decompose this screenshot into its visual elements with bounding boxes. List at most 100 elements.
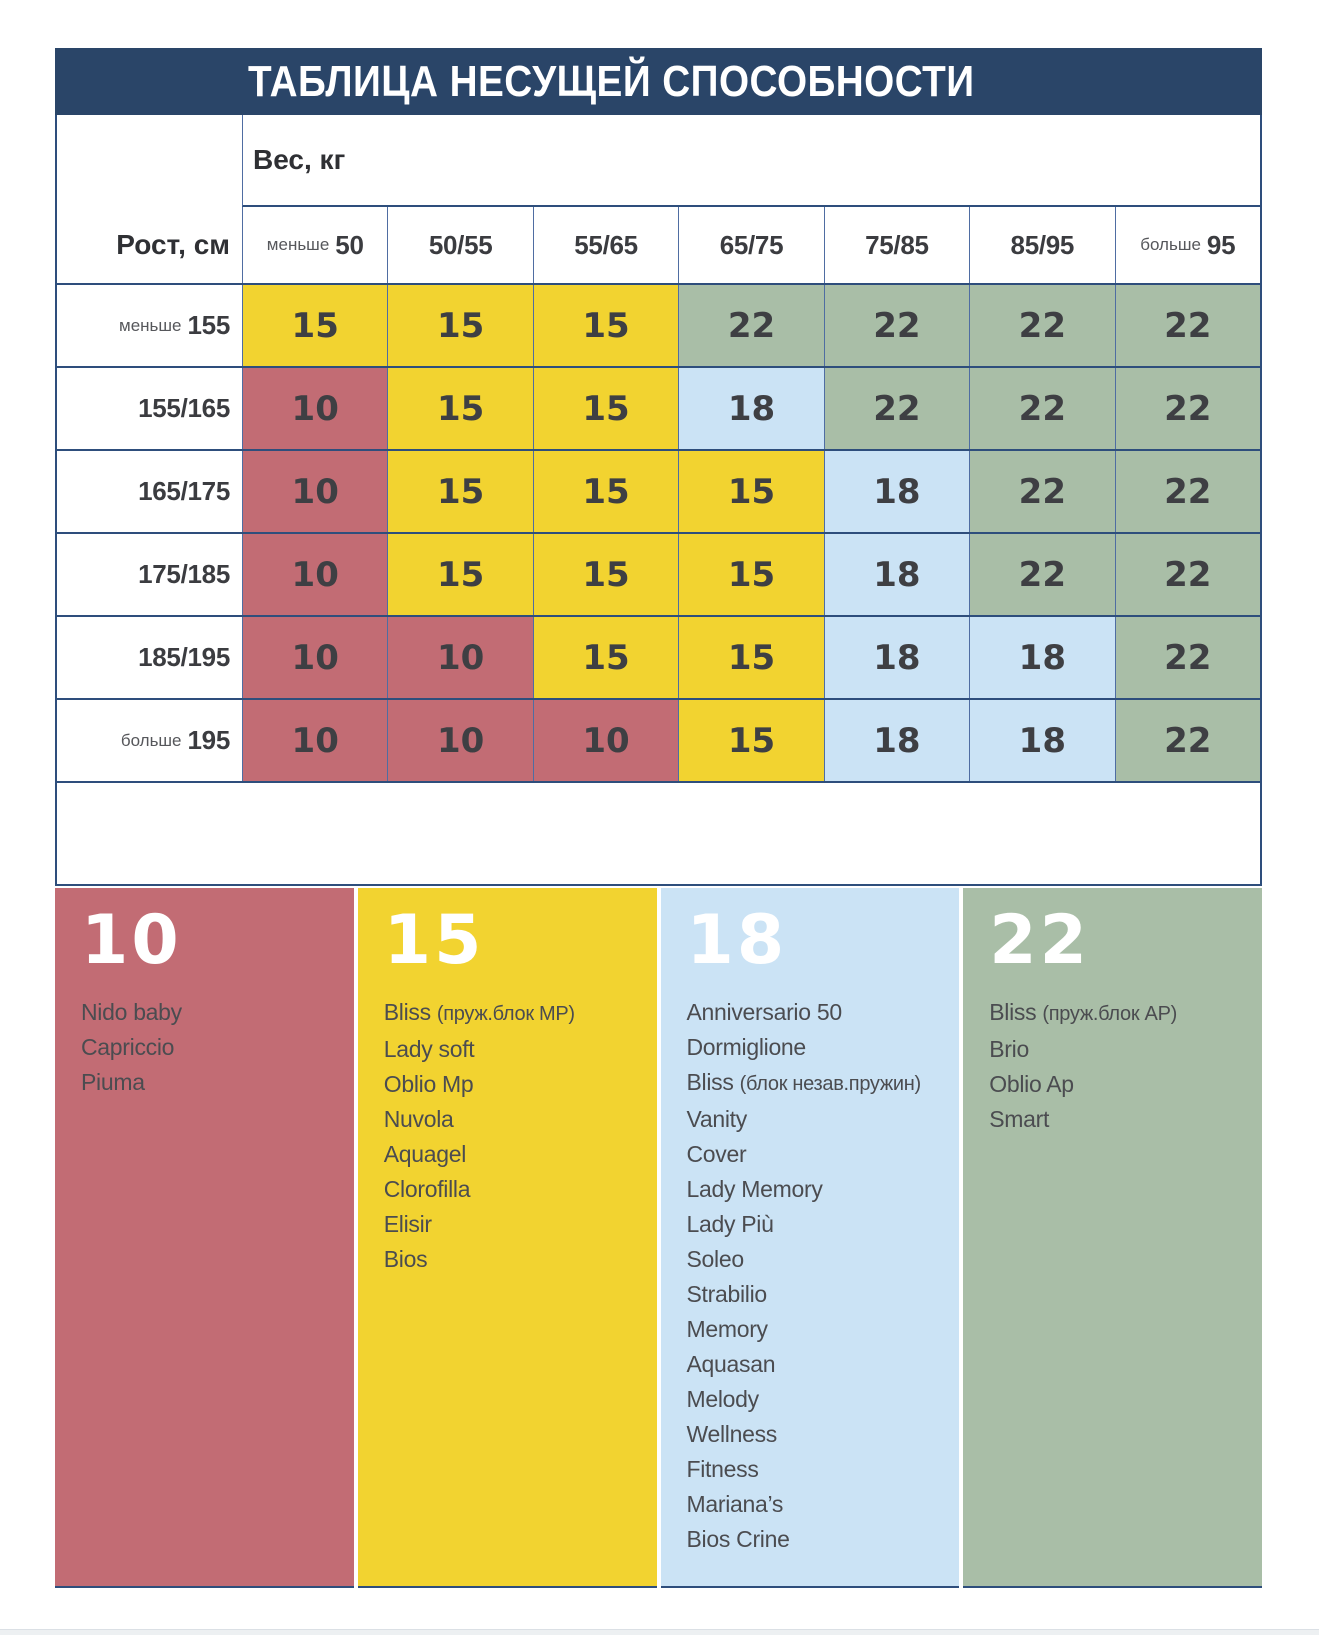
range-value: 155/165 xyxy=(138,393,230,423)
legend-item: Capriccio xyxy=(81,1033,175,1060)
legend-item: Aquasan xyxy=(686,1350,776,1377)
table-row: меньше 155 15 15 15 22 22 22 22 xyxy=(57,285,1260,368)
legend-item: Melody xyxy=(686,1385,760,1412)
column-header: 50/55 xyxy=(387,207,532,283)
capacity-cell: 18 xyxy=(823,617,970,698)
capacity-cell: 15 xyxy=(242,285,388,366)
empty-spacer-band xyxy=(57,783,1260,886)
capacity-cell: 22 xyxy=(1114,285,1260,366)
legend-item: Strabilio xyxy=(686,1280,768,1307)
legend-value: 18 xyxy=(686,901,788,980)
legend-column: 15 Bliss (пруж.блок MP) Lady soft Oblio Mp N… xyxy=(357,888,657,1588)
legend-item: Lady Più xyxy=(686,1210,774,1237)
legend-value: 15 xyxy=(383,901,485,980)
legend-item: Clorofilla xyxy=(383,1175,471,1202)
range-value: 55/65 xyxy=(574,229,638,260)
legend-item: Nuvola xyxy=(383,1105,454,1132)
capacity-cell: 10 xyxy=(242,700,388,781)
range-value: 195 xyxy=(187,725,231,755)
capacity-cell: 22 xyxy=(823,368,970,449)
row-label: меньше 155 xyxy=(57,285,242,366)
weight-axis-cell: Вес, кг xyxy=(242,115,1260,207)
range-value: 65/75 xyxy=(719,229,784,260)
legend-item: Mariana’s xyxy=(686,1490,784,1517)
legend-item: Bliss (блок незав.пружин) xyxy=(686,1068,922,1095)
table-row: 185/195 10 10 15 15 18 18 22 xyxy=(57,617,1260,700)
row-label: 185/195 xyxy=(57,617,242,698)
capacity-cell: 10 xyxy=(532,700,679,781)
legend-item: Elisir xyxy=(383,1210,432,1237)
column-header: больше 95 xyxy=(1114,207,1260,283)
row-label: 175/185 xyxy=(57,534,242,615)
range-value: 50/55 xyxy=(428,229,493,260)
legend-item-note: (блок незав.пружин) xyxy=(739,1072,922,1095)
capacity-cell: 15 xyxy=(387,368,533,449)
legend-item: Piuma xyxy=(81,1068,145,1095)
capacity-cell: 10 xyxy=(387,617,533,698)
range-prefix: меньше xyxy=(266,235,330,254)
capacity-cell: 22 xyxy=(969,285,1115,366)
height-axis-label: Рост, см xyxy=(116,229,230,260)
legend: 10 Nido baby Capriccio Piuma 15 Bliss (пруж.б… xyxy=(55,888,1262,1588)
legend-item: Cover xyxy=(686,1140,747,1167)
legend-item: Bliss (пруж.блок MP) xyxy=(383,998,575,1025)
legend-item: Soleo xyxy=(686,1245,745,1272)
range-value: 95 xyxy=(1206,229,1236,260)
range-value: 185/195 xyxy=(138,642,230,672)
legend-column: 18 Anniversario 50 Dormiglione Bliss (блок … xyxy=(660,888,960,1588)
weight-axis-label: Вес, кг xyxy=(253,144,346,175)
legend-item: Fitness xyxy=(686,1455,759,1482)
range-prefix: больше xyxy=(1140,235,1201,254)
capacity-cell: 15 xyxy=(678,534,824,615)
legend-item-list: Anniversario 50 Dormiglione Bliss (блок не… xyxy=(687,995,952,1557)
capacity-cell: 22 xyxy=(969,534,1115,615)
legend-item: Aquagel xyxy=(383,1140,467,1167)
capacity-cell: 22 xyxy=(969,368,1115,449)
capacity-cell: 22 xyxy=(823,285,970,366)
capacity-cell: 15 xyxy=(532,368,679,449)
capacity-cell: 15 xyxy=(387,451,533,532)
table-row: 165/175 10 15 15 15 18 22 22 xyxy=(57,451,1260,534)
capacity-cell: 15 xyxy=(387,285,533,366)
capacity-cell: 22 xyxy=(1114,617,1260,698)
legend-item: Nido baby xyxy=(81,998,182,1025)
capacity-cell: 15 xyxy=(678,617,824,698)
capacity-cell: 22 xyxy=(1114,700,1260,781)
legend-value: 22 xyxy=(989,901,1090,980)
capacity-cell: 22 xyxy=(1114,368,1260,449)
capacity-cell: 15 xyxy=(532,451,679,532)
legend-item-note: (пруж.блок AP) xyxy=(1042,1002,1177,1025)
table-row: больше 195 10 10 10 15 18 18 22 xyxy=(57,700,1260,783)
legend-value: 10 xyxy=(81,901,182,980)
weight-axis-row: Вес, кг xyxy=(57,115,1260,207)
range-value: 155 xyxy=(187,310,231,340)
capacity-cell: 15 xyxy=(532,617,679,698)
range-value: 175/185 xyxy=(138,559,230,589)
capacity-cell: 15 xyxy=(678,451,824,532)
range-prefix: меньше xyxy=(119,315,182,335)
capacity-cell: 18 xyxy=(823,534,970,615)
capacity-cell: 15 xyxy=(678,700,824,781)
legend-item: Dormiglione xyxy=(686,1033,807,1060)
table-body: меньше 155 15 15 15 22 22 22 22 155/165 10 15 15 18 22… xyxy=(57,285,1260,783)
legend-item: Bios Crine xyxy=(686,1525,790,1552)
capacity-table: Вес, кг Рост, см меньше 50 50/55 55/65 65/75… xyxy=(55,115,1262,886)
page-title: ТАБЛИЦА НЕСУЩЕЙ СПОСОБНОСТИ xyxy=(248,57,975,106)
legend-item-list: Bliss (пруж.блок MP) Lady soft Oblio Mp Nuv… xyxy=(384,995,649,1277)
column-header: 55/65 xyxy=(532,207,678,283)
column-header: 85/95 xyxy=(969,207,1114,283)
legend-column: 22 Bliss (пруж.блок AP) Brio Oblio Ap Smart xyxy=(963,888,1262,1588)
capacity-cell: 15 xyxy=(387,534,533,615)
legend-item: Oblio Ap xyxy=(989,1070,1074,1097)
legend-item: Brio xyxy=(989,1035,1029,1062)
legend-item: Bliss (пруж.блок AP) xyxy=(989,998,1177,1025)
capacity-cell: 18 xyxy=(823,700,970,781)
column-header-row-wrap: Рост, см меньше 50 50/55 55/65 65/75 75/85 85/… xyxy=(57,207,1260,285)
row-label: 165/175 xyxy=(57,451,242,532)
legend-item: Smart xyxy=(989,1105,1050,1132)
legend-item: Oblio Mp xyxy=(383,1070,474,1097)
legend-item: Anniversario 50 xyxy=(686,998,843,1025)
legend-item: Lady soft xyxy=(383,1035,475,1062)
legend-item: Wellness xyxy=(686,1420,778,1447)
row-label: 155/165 xyxy=(57,368,242,449)
